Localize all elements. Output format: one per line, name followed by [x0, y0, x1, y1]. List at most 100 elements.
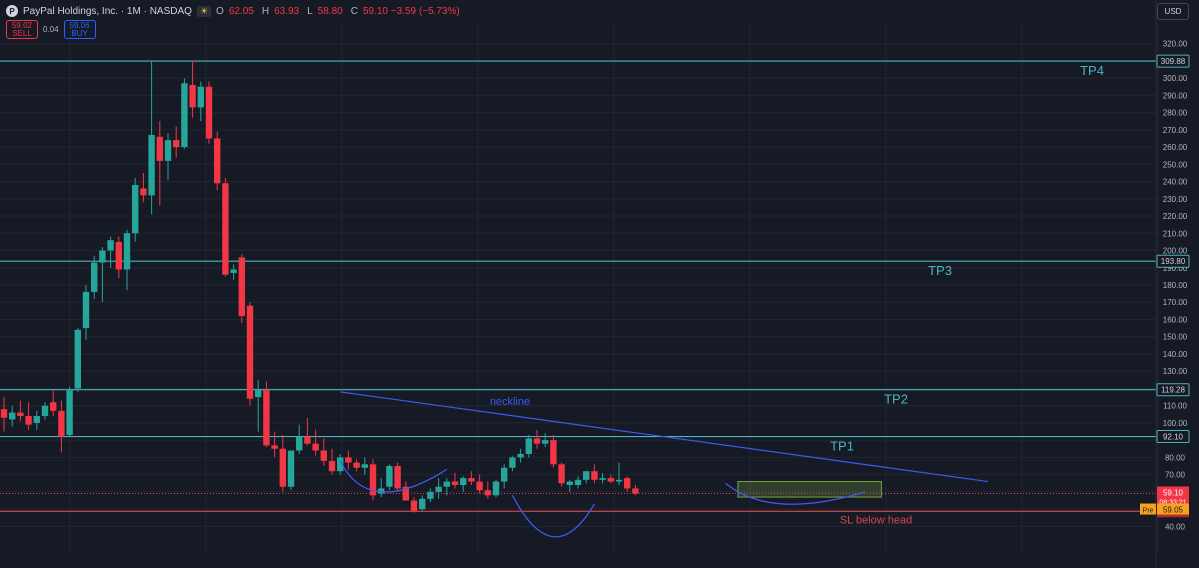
candle-body [394, 466, 401, 489]
high-label: H [261, 5, 270, 17]
candle-body [615, 479, 623, 482]
buy-button[interactable]: 59.06 BUY [63, 20, 96, 39]
candle-body [82, 291, 90, 329]
tick-label: 280.00 [1163, 109, 1188, 118]
candle-body [386, 466, 393, 487]
tick-label: 250.00 [1163, 160, 1188, 169]
level-price-tag [1156, 254, 1190, 268]
tick-label: 170.00 [1163, 298, 1188, 307]
pre-market-badge [1140, 503, 1156, 515]
price-axis[interactable]: 40.0050.0060.0070.0080.0090.00100.00110.… [1140, 0, 1190, 568]
candle-body [173, 140, 180, 148]
candle-body [255, 390, 262, 398]
candle-body [591, 471, 598, 480]
candle-body [632, 488, 639, 494]
symbol-title[interactable]: PayPal Holdings, Inc. · 1M · NASDAQ [23, 5, 192, 17]
buy-price: 59.06 [69, 20, 90, 30]
level-label: TP1 [830, 439, 854, 454]
candles [0, 60, 639, 513]
candle-body [345, 457, 352, 463]
tick-label: 130.00 [1163, 367, 1188, 376]
candle-body [214, 138, 221, 184]
candle-body [492, 481, 500, 496]
candle-body [9, 412, 16, 420]
buy-label: BUY [71, 28, 88, 38]
candle-body [0, 409, 8, 418]
entry-zone-box [737, 481, 882, 498]
level-price-label: 92.10 [1163, 433, 1184, 442]
tick-label: 220.00 [1163, 212, 1188, 221]
level-price-tag [1156, 383, 1190, 397]
candle-body [263, 390, 270, 446]
tick-label: 230.00 [1163, 195, 1188, 204]
candle-body [140, 188, 147, 196]
candle-body [451, 481, 459, 485]
candle-body [279, 448, 286, 487]
candle-body [369, 464, 377, 496]
tick-label: 300.00 [1163, 74, 1188, 83]
tick-label: 320.00 [1163, 40, 1188, 49]
level-price-tag [1156, 54, 1190, 68]
level-price-label: 193.80 [1161, 257, 1186, 266]
candle-body [33, 416, 40, 423]
currency-button[interactable]: USD [1157, 3, 1189, 20]
head-arc [511, 495, 595, 538]
candle-body [550, 440, 557, 465]
candle-body [468, 478, 475, 482]
pre-market-tag [1157, 503, 1189, 515]
candle-body [501, 467, 508, 482]
candle-body [361, 464, 368, 468]
tick-label: 100.00 [1163, 419, 1188, 428]
candle-body [189, 85, 196, 108]
last-price-label: 59.10 [1163, 488, 1184, 497]
candle-body [115, 241, 122, 270]
sun-icon[interactable]: ☀ [196, 5, 212, 17]
level-price-tag [1156, 430, 1190, 444]
open-label: O [216, 5, 224, 17]
candle-body [91, 262, 98, 292]
sell-label: SELL [12, 28, 32, 38]
tick-label: 290.00 [1163, 91, 1188, 100]
close-value: 59.10 −3.59 (−5.73%) [362, 5, 460, 17]
close-label: C [350, 5, 358, 17]
candle-body [296, 436, 303, 451]
candle-body [17, 412, 24, 417]
candle-body [181, 83, 188, 148]
candle-body [410, 500, 418, 511]
candle-body [419, 498, 426, 510]
candle-body [320, 450, 327, 461]
tick-label: 150.00 [1163, 333, 1188, 342]
tick-label: 70.00 [1165, 471, 1186, 480]
candle-body [41, 405, 49, 417]
candle-body [574, 479, 582, 485]
candle-body [353, 462, 360, 468]
candle-body [542, 440, 549, 444]
candle-body [517, 453, 524, 458]
candle-body [460, 478, 467, 485]
tick-label: 200.00 [1163, 247, 1188, 256]
level-price-label: 119.28 [1161, 386, 1185, 395]
level-label: TP3 [928, 263, 952, 278]
candle-body [123, 233, 131, 270]
candle-body [66, 390, 73, 435]
tick-label: 260.00 [1163, 143, 1188, 152]
candle-body [148, 135, 155, 196]
countdown-label: 08:33:21 [1159, 499, 1186, 506]
candle-body [607, 478, 614, 482]
level-price-label: 309.88 [1161, 57, 1186, 66]
candle-body [583, 471, 590, 480]
candle-body [205, 86, 213, 139]
candle-body [287, 450, 295, 487]
candle-body [378, 488, 385, 494]
low-value: 58.80 [317, 5, 343, 17]
candle-body [443, 481, 450, 487]
pre-market-label: Pre [1143, 508, 1154, 515]
sell-button[interactable]: 59.02 SELL [6, 20, 38, 39]
left-shoulder-arc [339, 460, 448, 493]
candle-body [509, 457, 516, 468]
open-value: 62.05 [228, 5, 254, 17]
candle-body [476, 481, 483, 491]
candle-body [624, 478, 631, 489]
level-label: TP2 [884, 392, 908, 407]
